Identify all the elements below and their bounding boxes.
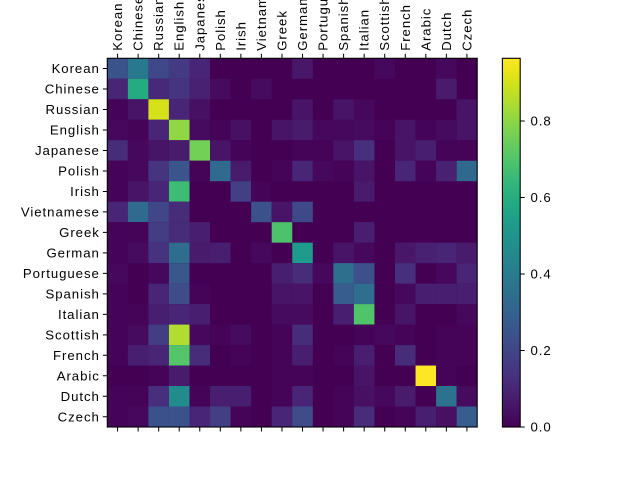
svg-text:Dutch: Dutch	[439, 12, 454, 51]
svg-text:0.8: 0.8	[531, 114, 552, 129]
svg-text:Greek: Greek	[59, 225, 100, 240]
svg-text:Portuguese: Portuguese	[316, 0, 331, 51]
svg-text:German: German	[295, 0, 310, 51]
svg-text:0.4: 0.4	[531, 267, 552, 282]
svg-text:Arabic: Arabic	[418, 8, 433, 51]
svg-text:English: English	[172, 1, 187, 51]
svg-text:French: French	[53, 348, 100, 363]
svg-text:0.2: 0.2	[531, 343, 552, 358]
svg-text:Spanish: Spanish	[336, 0, 351, 51]
svg-text:Spanish: Spanish	[45, 286, 99, 301]
svg-text:Polish: Polish	[58, 163, 100, 178]
svg-text:English: English	[50, 122, 100, 137]
svg-text:Portuguese: Portuguese	[23, 266, 100, 281]
svg-text:Irish: Irish	[233, 21, 248, 51]
svg-text:Vietnamese: Vietnamese	[254, 0, 269, 51]
svg-text:Greek: Greek	[274, 10, 289, 51]
svg-text:Polish: Polish	[213, 9, 228, 51]
svg-text:German: German	[46, 245, 99, 260]
svg-text:Japanese: Japanese	[192, 0, 207, 51]
svg-text:Russian: Russian	[46, 102, 100, 117]
svg-text:Arabic: Arabic	[57, 368, 100, 383]
svg-text:Czech: Czech	[459, 9, 474, 51]
svg-text:Chinese: Chinese	[45, 82, 100, 97]
svg-text:Italian: Italian	[58, 307, 100, 322]
svg-text:Chinese: Chinese	[131, 0, 146, 51]
svg-text:Korean: Korean	[110, 3, 125, 51]
svg-text:Japanese: Japanese	[35, 143, 100, 158]
svg-text:Italian: Italian	[357, 9, 372, 51]
svg-text:Dutch: Dutch	[61, 389, 100, 404]
svg-text:Vietnamese: Vietnamese	[21, 204, 100, 219]
svg-text:0.6: 0.6	[531, 190, 552, 205]
svg-text:Irish: Irish	[70, 184, 100, 199]
svg-text:French: French	[398, 4, 413, 51]
svg-text:0.0: 0.0	[531, 420, 552, 435]
svg-text:Korean: Korean	[52, 61, 100, 76]
svg-text:Russian: Russian	[151, 0, 166, 51]
svg-text:Czech: Czech	[58, 409, 100, 424]
svg-text:Scottish: Scottish	[377, 0, 392, 51]
svg-text:Scottish: Scottish	[45, 327, 100, 342]
